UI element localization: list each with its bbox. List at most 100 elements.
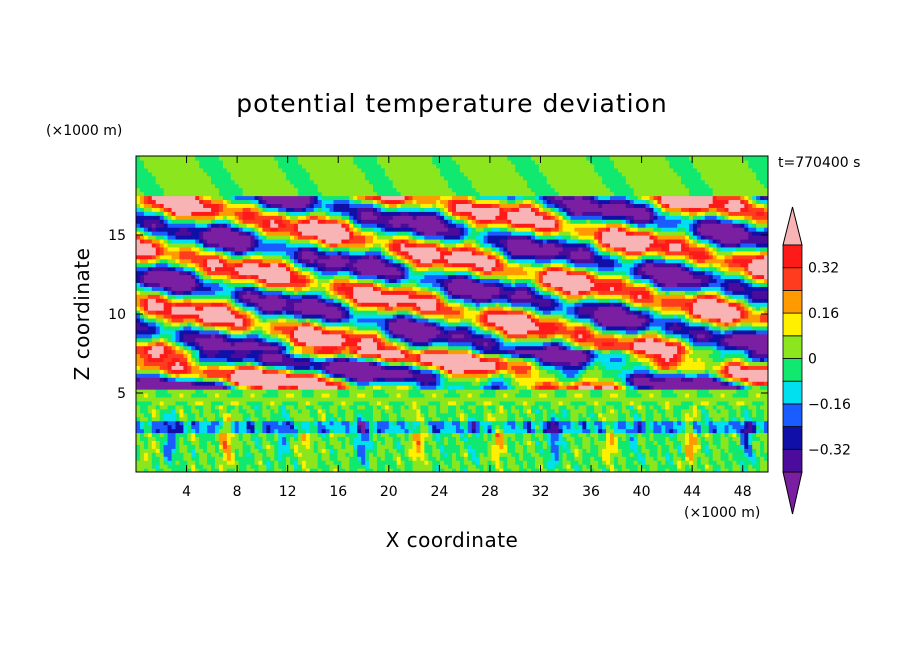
contour-cell [740,424,745,430]
contour-cell [384,404,390,410]
contour-cell [365,428,370,434]
contour-cell [479,428,485,434]
contour-cell [195,385,200,390]
contour-cell [716,396,722,402]
contour-cell [764,456,768,461]
contour-cell [242,416,248,422]
contour-cell [491,444,497,449]
contour-cell [278,373,283,378]
contour-cell [448,432,453,438]
contour-cell [155,357,161,362]
contour-cell [215,432,220,438]
time-label: t=770400 s [778,155,860,171]
contour-cell [420,460,425,465]
contour-cell [629,373,635,378]
contour-cell [246,361,252,366]
contour-cell [337,396,342,402]
contour-cell [215,381,220,386]
contour-cell [689,365,694,370]
contour-cell [143,448,149,453]
contour-cell [143,357,149,362]
contour-cell [294,452,299,457]
contour-cell [582,381,587,386]
contour-cell [428,464,433,469]
contour-cell [258,389,263,394]
contour-cell [428,436,433,441]
contour-cell [546,436,552,441]
contour-cell [301,460,307,465]
contour-cell [669,464,674,469]
contour-cell [175,393,181,398]
contour-cell [420,452,425,457]
contour-cell [230,428,236,434]
contour-cell [436,468,441,472]
contour-cell [613,428,619,434]
contour-cell [621,361,627,366]
contour-cell [305,393,311,398]
contour-cell [756,393,761,398]
contour-cell [278,385,283,390]
contour-cell [570,456,576,461]
contour-cell [613,456,619,461]
contour-cell [578,393,583,398]
contour-cell [171,444,177,449]
contour-cell [325,369,331,374]
contour-cell [151,448,157,453]
contour-cell [175,369,181,374]
contour-cell [590,393,595,398]
contour-cell [412,353,418,359]
contour-cell [309,468,315,472]
contour-cell [452,353,457,359]
contour-cell [760,440,765,445]
contour-cell [696,468,702,472]
contour-cell [448,436,453,441]
contour-cell [222,373,228,378]
contour-cell [570,385,576,390]
contour-cell [365,353,370,359]
contour-cell [270,440,275,445]
contour-cell [594,393,599,398]
contour-cell [467,389,473,394]
contour-cell [586,349,591,355]
contour-cell [345,408,350,414]
contour-cell [436,349,441,355]
contour-cell [748,389,753,394]
contour-cell [752,412,757,418]
contour-cell [175,464,181,469]
contour-cell [586,412,591,418]
chart-title: potential temperature deviation [236,89,667,118]
contour-cell [136,436,141,441]
contour-cell [720,416,726,422]
contour-cell [606,369,611,374]
contour-cell [689,393,694,398]
contour-cell [203,456,208,461]
contour-cell [250,460,256,465]
contour-cell [550,456,556,461]
contour-cell [238,460,244,465]
contour-cell [677,428,682,434]
contour-cell [491,365,497,370]
contour-cell [685,424,690,430]
contour-cell [179,400,184,406]
contour-cell [282,416,287,422]
contour-cell [692,436,698,441]
contour-cell [369,412,374,418]
contour-cell [179,381,184,386]
contour-cell [641,468,647,472]
contour-cell [562,389,568,394]
contour-cell [534,377,540,382]
contour-cell [436,408,441,414]
contour-cell [452,412,457,418]
contour-cell [151,365,157,370]
contour-cell [685,369,690,374]
contour-cell [286,349,291,355]
contour-cell [222,369,228,374]
contour-cell [756,381,761,386]
contour-cell [238,436,244,441]
contour-cell [301,349,307,355]
contour-cell [459,448,465,453]
contour-cell [527,452,532,457]
contour-cell [732,468,737,472]
contour-cell [495,349,500,355]
contour-cell [357,416,362,422]
